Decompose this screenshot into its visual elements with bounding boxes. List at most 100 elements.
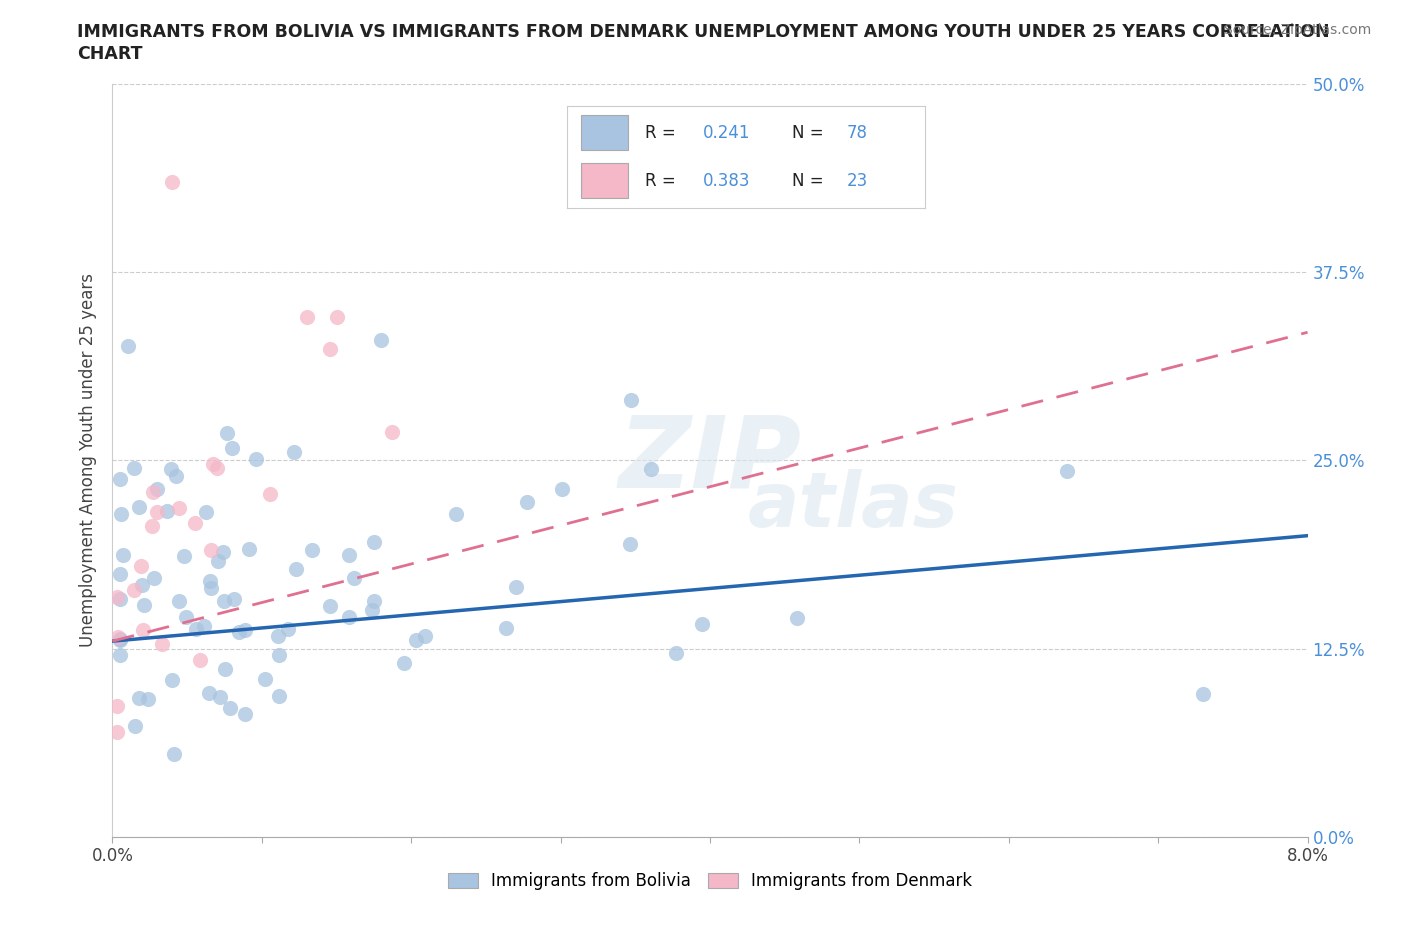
Point (207, 553, 229, 568)
Point (259, 487, 281, 502)
Legend: Immigrants from Bolivia, Immigrants from Denmark: Immigrants from Bolivia, Immigrants from… (441, 865, 979, 897)
Point (186, 621, 208, 636)
Point (174, 609, 197, 624)
Point (143, 571, 166, 586)
Point (212, 593, 235, 608)
Point (105, 589, 128, 604)
Point (205, 460, 228, 475)
Point (786, 611, 808, 626)
Point (337, 548, 360, 563)
Point (163, 747, 186, 762)
Point (301, 542, 323, 557)
Point (325, 310, 347, 325)
Point (214, 661, 236, 676)
Point (142, 485, 165, 499)
Point (167, 594, 190, 609)
Point (108, 472, 131, 486)
Point (337, 609, 360, 624)
Point (285, 562, 308, 577)
Y-axis label: Unemployment Among Youth under 25 years: Unemployment Among Youth under 25 years (79, 273, 97, 647)
Point (238, 541, 260, 556)
Point (131, 622, 153, 637)
Point (162, 174, 183, 189)
Point (188, 653, 211, 668)
Point (1056, 464, 1078, 479)
Point (129, 559, 152, 574)
Point (215, 426, 238, 441)
Point (283, 445, 305, 459)
Point (173, 549, 195, 564)
Point (253, 671, 276, 686)
Point (505, 579, 527, 594)
Point (269, 648, 291, 663)
Point (146, 481, 169, 496)
Point (405, 632, 427, 647)
Point (245, 451, 267, 466)
Point (515, 495, 537, 510)
Point (267, 629, 290, 644)
Point (363, 593, 385, 608)
Point (122, 582, 145, 597)
Point (107, 629, 129, 644)
Point (370, 332, 392, 347)
Point (136, 691, 159, 706)
Point (640, 461, 662, 476)
Point (665, 646, 688, 661)
Point (198, 685, 221, 700)
Point (159, 461, 181, 476)
Point (200, 543, 222, 558)
Point (108, 566, 131, 581)
Point (108, 631, 131, 646)
Point (167, 501, 190, 516)
Point (108, 591, 131, 606)
Text: IMMIGRANTS FROM BOLIVIA VS IMMIGRANTS FROM DENMARK UNEMPLOYMENT AMONG YOUTH UNDE: IMMIGRANTS FROM BOLIVIA VS IMMIGRANTS FR… (77, 23, 1330, 41)
Point (360, 603, 382, 618)
Point (150, 636, 173, 651)
Point (198, 573, 221, 588)
Point (319, 599, 342, 614)
Point (212, 545, 235, 560)
Point (200, 581, 222, 596)
Point (132, 598, 155, 613)
Point (166, 469, 188, 484)
Point (105, 698, 128, 713)
Point (363, 535, 385, 550)
Point (413, 629, 436, 644)
Point (117, 339, 139, 353)
Point (551, 481, 574, 496)
Text: Source: ZipAtlas.com: Source: ZipAtlas.com (1223, 23, 1371, 37)
Point (110, 507, 132, 522)
Point (380, 424, 402, 439)
Point (277, 621, 299, 636)
Point (690, 617, 713, 631)
Point (209, 690, 232, 705)
Point (183, 515, 205, 530)
Point (162, 672, 184, 687)
Text: ZIP: ZIP (619, 412, 801, 509)
Point (124, 719, 146, 734)
Text: CHART: CHART (77, 45, 143, 62)
Point (319, 341, 342, 356)
Point (224, 591, 246, 606)
Point (1192, 686, 1215, 701)
Point (233, 707, 256, 722)
Point (495, 620, 517, 635)
Point (218, 700, 240, 715)
Point (392, 656, 415, 671)
Point (128, 690, 150, 705)
Point (111, 548, 134, 563)
Point (221, 441, 243, 456)
Point (233, 622, 256, 637)
Point (122, 460, 145, 475)
Point (295, 310, 318, 325)
Point (108, 633, 131, 648)
Point (201, 457, 224, 472)
Point (620, 392, 643, 407)
Point (228, 625, 250, 640)
Point (193, 618, 215, 633)
Point (156, 503, 179, 518)
Point (146, 504, 169, 519)
Text: atlas: atlas (748, 469, 959, 542)
Point (141, 518, 163, 533)
Point (444, 506, 467, 521)
